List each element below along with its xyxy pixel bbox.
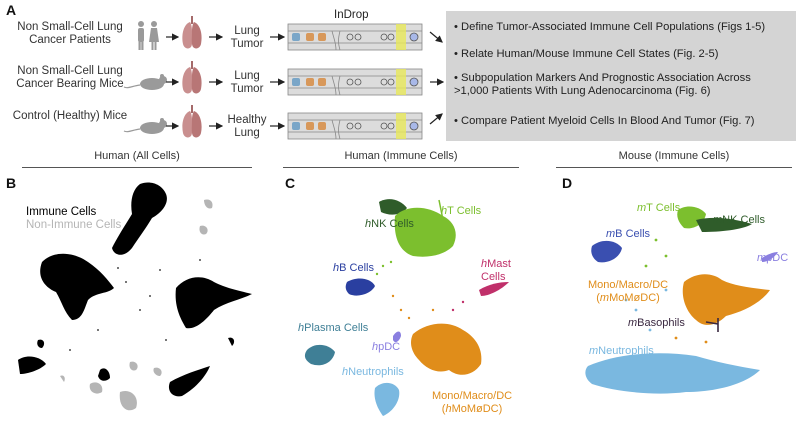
summary-item: • Compare Patient Myeloid Cells In Blood… [454,115,755,127]
panel-d-letter: D [562,175,573,191]
panel-a-letter: A [6,2,17,18]
label-h-pdc: hpDC [372,341,401,353]
summary-box: • Define Tumor-Associated Immune Cell Po… [446,11,796,141]
label-h-neutrophils: hNeutrophils [342,366,404,378]
target-lung-tumor-2: Lung Tumor [230,70,264,95]
target-lung-tumor-1: Lung Tumor [230,25,264,50]
lung-icon [181,60,203,95]
indrop-title: InDrop [334,9,369,21]
summary-item: • Define Tumor-Associated Immune Cell Po… [454,21,766,33]
lung-icon [181,15,203,50]
section-rule [556,167,792,168]
section-title-human-immune: Human (Immune Cells) [344,150,458,162]
panel-c-letter: C [285,175,296,191]
summary-item: • Relate Human/Mouse Immune Cell States … [454,48,719,60]
mouse-icon [123,117,168,135]
label-m-basophils: mBasophils [628,317,685,329]
label-m-t-cells: mT Cells [637,202,681,214]
label-h-mono-macro-dc: Mono/Macro/DC (hMoMøDC) [432,390,513,415]
mouse-icon [123,73,168,91]
source-label-healthy-mice: Control (Healthy) Mice [12,110,128,122]
indrop-chip [287,23,423,51]
section-title-mouse-immune: Mouse (Immune Cells) [618,150,730,162]
label-m-nk-cells: mNK Cells [713,214,765,226]
indrop-chip [287,68,423,96]
panel-c-umap [304,199,509,416]
panel-b-umap [18,182,252,411]
indrop-chip [287,112,423,140]
target-healthy-lung: Healthy Lung [227,114,267,139]
label-h-mast-cells: hMast Cells [481,258,511,283]
label-h-t-cells: hT Cells [441,205,482,217]
label-m-mono-macro-dc: Mono/Macro/DC (mMoMøDC) [588,279,669,304]
legend-nonimmune: Non-Immune Cells [26,219,122,231]
label-m-b-cells: mB Cells [606,228,651,240]
summary-item: • Subpopulation Markers And Prognostic A… [454,72,751,97]
source-label-patients: Non Small-Cell Lung Cancer Patients [17,21,123,46]
section-rule [283,167,519,168]
panel-b-letter: B [6,175,17,191]
section-rule [22,167,252,168]
label-h-nk-cells: hNK Cells [365,218,414,230]
label-m-neutrophils: mNeutrophils [589,345,654,357]
label-h-plasma-cells: hPlasma Cells [298,322,369,334]
legend-immune: Immune Cells [26,206,97,218]
label-h-b-cells: hB Cells [333,262,374,274]
panel-d-umap [585,206,778,394]
label-m-pdc: mpDC [757,252,789,264]
panel-a-workflow [123,15,445,140]
source-label-tumor-mice: Non Small-Cell Lung Cancer Bearing Mice [16,65,124,90]
section-title-human-all: Human (All Cells) [94,150,180,162]
human-pair-icon [138,21,159,50]
lung-icon [181,104,203,139]
